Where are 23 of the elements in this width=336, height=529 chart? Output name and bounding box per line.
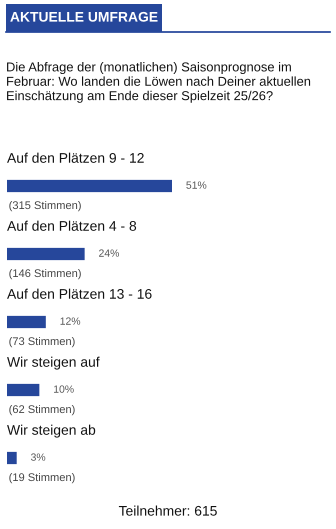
- text: Teilnehmer: 615: [118, 506, 217, 516]
- bar: [7, 452, 17, 464]
- y-tick-label: Wir steigen auf: [7, 356, 100, 370]
- annotation: (62 Stimmen): [9, 404, 75, 416]
- bar: [7, 384, 40, 396]
- data-label: 24%: [99, 249, 120, 257]
- chart-subtitle: Die Abfrage der (monatlichen) Saisonprognose im Februar: Wo landen die Löwen nach Deiner aktuellen Einschätzung am Ende dieser Spielzeit 25/26?: [7, 62, 310, 103]
- chart-title: AKTUELLE UMFRAGE: [10, 12, 158, 22]
- y-tick-label: Auf den Plätzen 4 - 8: [7, 220, 136, 231]
- y-tick-label: Auf den Plätzen 13 - 16: [7, 288, 152, 299]
- data-label: 3%: [30, 453, 46, 461]
- bar: [7, 316, 46, 328]
- y-tick-label: Auf den Plätzen 9 - 12: [7, 152, 144, 163]
- annotation: (146 Stimmen): [9, 268, 81, 280]
- bar: [7, 248, 85, 260]
- data-label: 10%: [54, 385, 74, 393]
- y-tick-label: Wir steigen ab: [7, 424, 96, 438]
- data-label: 51%: [186, 181, 206, 189]
- data-label: 12%: [60, 317, 80, 325]
- annotation: (315 Stimmen): [9, 200, 81, 212]
- text: (19 Stimmen): [9, 472, 75, 484]
- annotation: (73 Stimmen): [9, 336, 75, 348]
- bar: [7, 180, 172, 192]
